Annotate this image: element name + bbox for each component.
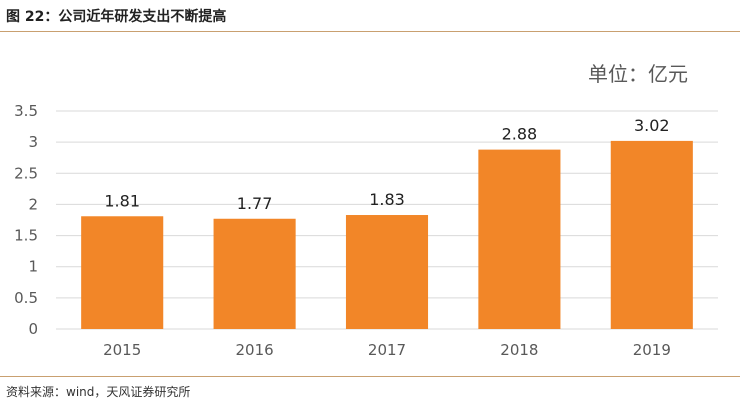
bar-2015	[81, 216, 164, 329]
top-divider	[0, 31, 740, 32]
y-tick-label: 3	[28, 133, 38, 151]
bottom-divider	[0, 376, 740, 377]
figure-title: 图 22：公司近年研发支出不断提高	[6, 9, 227, 25]
x-tick-label: 2015	[103, 341, 141, 359]
y-tick-label: 0.5	[14, 289, 38, 307]
bar-2017	[345, 215, 429, 329]
x-tick-label: 2017	[368, 341, 406, 359]
data-labels: 1.81 1.77 1.83 2.88 3.02	[104, 116, 669, 213]
y-tick-label: 2	[28, 195, 38, 213]
data-label: 2.88	[502, 125, 538, 144]
bar-2016	[213, 218, 296, 329]
bar-2018	[478, 149, 561, 329]
y-tick-label: 1.5	[14, 227, 38, 245]
data-label: 3.02	[634, 116, 670, 135]
bars	[81, 140, 693, 329]
y-tick-label: 3.5	[14, 102, 38, 120]
source-note: 资料来源：wind，天风证券研究所	[6, 385, 191, 399]
y-tick-label: 2.5	[14, 164, 38, 182]
unit-label: 单位：亿元	[588, 62, 688, 86]
data-label: 1.77	[237, 194, 273, 213]
x-tick-label: 2018	[500, 341, 538, 359]
x-tick-label: 2016	[236, 341, 274, 359]
data-label: 1.83	[369, 190, 405, 209]
bar-2019	[610, 140, 693, 329]
y-axis-ticks: 0 0.5 1 1.5 2 2.5 3 3.5	[14, 102, 38, 338]
y-tick-label: 1	[28, 258, 38, 276]
data-label: 1.81	[104, 191, 140, 210]
y-tick-label: 0	[28, 320, 38, 338]
x-tick-label: 2019	[633, 341, 671, 359]
x-axis-ticks: 2015 2016 2017 2018 2019	[103, 341, 671, 359]
